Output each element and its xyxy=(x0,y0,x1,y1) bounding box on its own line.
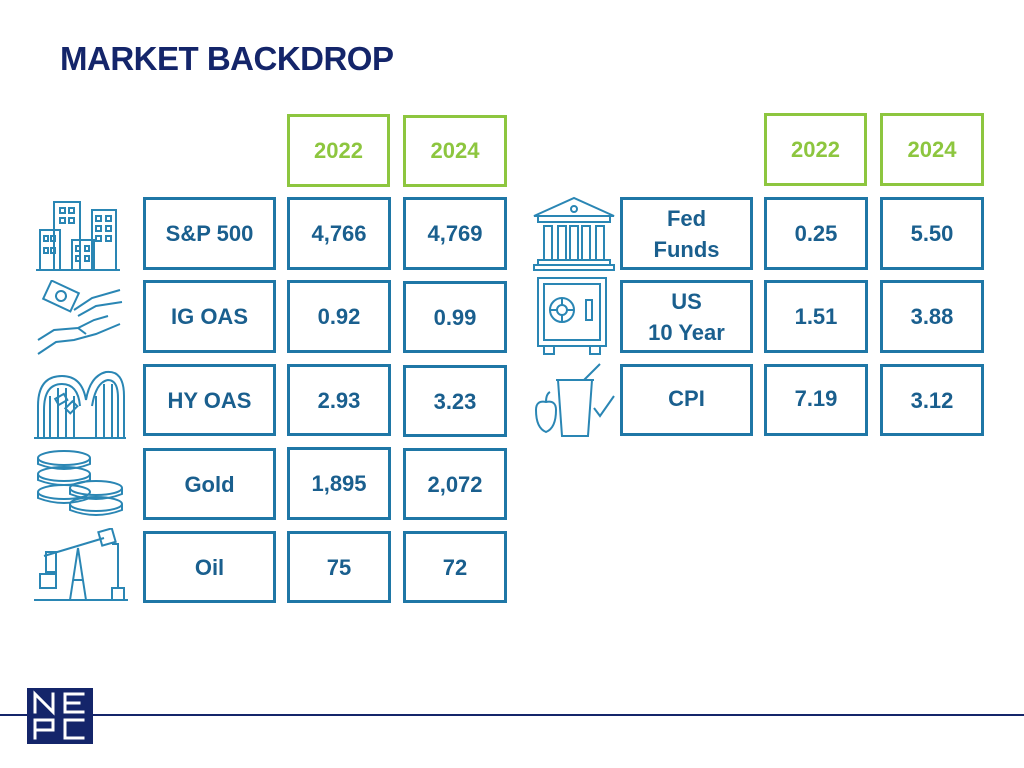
right-row-2022-value: 7.19 xyxy=(764,364,868,436)
right-row-2024-value: 3.88 xyxy=(880,280,984,353)
roller-coaster-icon xyxy=(34,366,126,440)
left-row-label: IG OAS xyxy=(143,280,276,353)
bank-building-icon xyxy=(532,196,616,272)
left-row-2022-value: 1,895 xyxy=(287,447,391,520)
right-row-label: US 10 Year xyxy=(620,280,753,353)
right-row-label: Fed Funds xyxy=(620,197,753,270)
right-row-label-line1: US xyxy=(671,288,702,314)
left-row-label: Gold xyxy=(143,448,276,520)
left-row-2022-value: 75 xyxy=(287,531,391,603)
footer-rule xyxy=(0,714,1024,716)
right-row-label: CPI xyxy=(620,364,753,436)
left-row-2024-value: 3.23 xyxy=(403,365,507,437)
right-row-2022-value: 0.25 xyxy=(764,197,868,270)
right-row-2024-value: 3.12 xyxy=(880,364,984,436)
city-buildings-icon xyxy=(36,200,120,272)
nepc-logo xyxy=(27,688,93,744)
left-row-2022-value: 2.93 xyxy=(287,364,391,436)
left-row-label: S&P 500 xyxy=(143,197,276,270)
right-header-2022: 2022 xyxy=(764,113,867,186)
left-row-2022-value: 4,766 xyxy=(287,197,391,270)
left-row-2024-value: 4,769 xyxy=(403,197,507,270)
right-row-label-line2: Funds xyxy=(653,236,720,262)
left-row-label: Oil xyxy=(143,531,276,603)
money-hand-icon xyxy=(34,280,126,360)
right-row-2024-value: 5.50 xyxy=(880,197,984,270)
oil-pump-icon xyxy=(34,528,128,604)
left-row-label: HY OAS xyxy=(143,364,276,436)
page-title: MARKET BACKDROP xyxy=(60,40,394,77)
left-row-2024-value: 2,072 xyxy=(403,448,507,520)
left-header-2024: 2024 xyxy=(403,115,507,187)
groceries-checkmark-icon xyxy=(530,362,616,438)
left-row-2022-value: 0.92 xyxy=(287,280,391,353)
left-row-2024-value: 0.99 xyxy=(403,281,507,353)
right-row-2022-value: 1.51 xyxy=(764,280,868,353)
gold-coins-icon xyxy=(34,448,126,524)
right-row-label-line1: CPI xyxy=(668,386,705,411)
safe-vault-icon xyxy=(534,276,610,358)
left-header-2022: 2022 xyxy=(287,114,390,187)
right-header-2024: 2024 xyxy=(880,113,984,186)
left-row-2024-value: 72 xyxy=(403,531,507,603)
right-row-label-line1: Fed xyxy=(666,205,707,231)
right-row-label-line2: 10 Year xyxy=(648,319,725,345)
